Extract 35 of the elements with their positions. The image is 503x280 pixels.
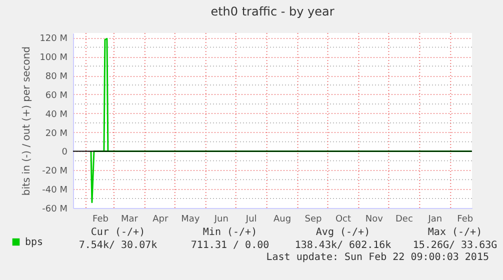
text: Max (-/+) — [428, 227, 482, 238]
text: 711.31 / 0.00 — [190, 240, 270, 251]
y-tick-label: 120 M — [40, 34, 68, 44]
text: Cur (-/+) — [90, 227, 146, 238]
y-tick-label: 40 M — [45, 110, 68, 120]
y-tick-label: 0 — [62, 148, 68, 158]
y-tick-label: -20 M — [42, 166, 68, 177]
text: 15.26G/ 33.63G — [412, 240, 498, 251]
x-tick-label: Feb — [457, 214, 474, 224]
x-tick-label: Jun — [213, 214, 228, 224]
y-tick-label: -60 M — [42, 204, 68, 214]
x-tick-label: Mar — [120, 214, 138, 224]
chart-title: eth0 traffic - by year — [210, 4, 334, 18]
x-tick-label: Nov — [365, 214, 384, 224]
y-tick-label: 100 M — [40, 53, 68, 64]
y-tick-label: -40 M — [42, 186, 68, 196]
x-tick-label: Aug — [274, 214, 292, 224]
text: Last update: Sun Feb 22 09:00:03 2015 — [266, 252, 489, 263]
text: 138.43k/ 602.16k — [294, 240, 392, 251]
text: 7.54k/ 30.07k — [78, 240, 158, 251]
y-tick-label: 80 M — [45, 72, 68, 82]
x-tick-label: Dec — [395, 214, 413, 224]
y-tick-label: 60 M — [45, 90, 68, 101]
x-tick-label: May — [181, 214, 200, 224]
text: Min (-/+) — [202, 227, 258, 238]
y-axis-title: bits in (-) / out (+) per second — [22, 46, 33, 196]
x-tick-label: Oct — [335, 214, 352, 224]
x-tick-label: Jan — [427, 214, 442, 224]
x-tick-label: Feb — [92, 214, 109, 224]
x-tick-label: Sep — [304, 214, 322, 224]
y-tick-label: 20 M — [45, 128, 68, 139]
legend-label: bps — [25, 237, 44, 248]
text: Avg (-/+) — [316, 227, 370, 238]
x-tick-label: Jul — [244, 214, 257, 224]
x-tick-label: Apr — [152, 214, 168, 224]
